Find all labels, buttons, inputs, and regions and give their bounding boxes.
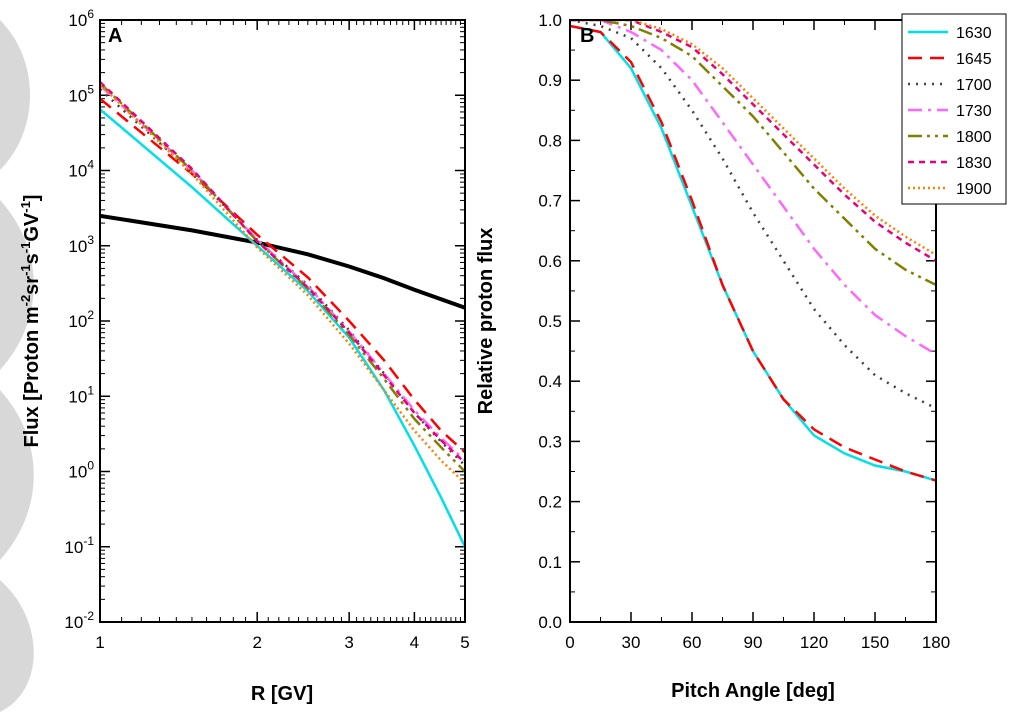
panel-a-series-line-1730 (100, 84, 465, 462)
panel-b-ytick-label: 0.1 (538, 553, 562, 572)
panel-a-ytick-label: 104 (68, 158, 94, 181)
panel-b-tick-labels: 0 30 60 90 120 150 180 0.0 0.1 0.2 0.3 0.4 0.5 0.6 0.7… (538, 11, 950, 652)
panel-a-series-line-1630 (100, 108, 465, 548)
panel-a-xlabel: R [GV] (251, 683, 313, 705)
panel-b-frame (569, 19, 937, 623)
panel-b-xtick-label: 90 (744, 633, 763, 652)
panel-a-xtick-label: 4 (410, 633, 419, 652)
panel-a-series-line-1645 (100, 97, 465, 454)
panel-a-xtick-label: 2 (252, 633, 261, 652)
panel-b-series-line-1800 (570, 20, 936, 287)
panel-b-ytick-label: 0.4 (538, 372, 562, 391)
panel-a-ytick-label: 106 (68, 7, 94, 30)
panel-a-xtick-label: 5 (460, 633, 469, 652)
panel-b-chart: 0 30 60 90 120 150 180 0.0 0.1 0.2 0.3 0.4 0.5 0.6 0.7… (475, 11, 1007, 702)
legend-label-1830: 1830 (956, 155, 992, 172)
panel-b-xtick-label: 150 (861, 633, 889, 652)
panel-b-series-line-1830 (570, 20, 936, 262)
panel-a-ytick-label: 101 (68, 383, 94, 406)
panel-b-xlabel: Pitch Angle [deg] (671, 680, 835, 702)
panel-b-series-line-1900 (570, 20, 936, 256)
panel-a-ytick-label: 102 (68, 308, 94, 331)
panel-a-ylabel: Flux [Proton m-2sr-1s-1GV-1] (18, 195, 43, 448)
legend-label-1645: 1645 (956, 51, 992, 68)
panel-b-label: B (580, 25, 594, 47)
panel-a-series-line-reference (100, 213, 465, 310)
panel-b-ytick-label: 0.0 (538, 613, 562, 632)
panel-b-ytick-label: 0.5 (538, 312, 562, 331)
panel-b-series-line-1645 (570, 24, 936, 482)
legend-label-1630: 1630 (956, 25, 992, 42)
panel-b-ytick-label: 0.7 (538, 192, 562, 211)
panel-b-ytick-label: 0.3 (538, 432, 562, 451)
panel-b-xtick-label: 0 (565, 633, 574, 652)
panel-a-xtick-label: 3 (344, 633, 353, 652)
panel-b-series (570, 20, 936, 482)
legend: 1630 1645 1700 1730 1800 1830 1900 (901, 13, 1007, 205)
legend-label-1800: 1800 (956, 129, 992, 146)
panel-b-ylabel: Relative proton flux (475, 228, 497, 415)
panel-a-frame (99, 19, 466, 623)
panel-b-series-line-1630 (570, 24, 936, 482)
panel-a-ticks (99, 19, 466, 623)
panel-a-ytick-label: 10-2 (64, 609, 94, 632)
panel-a-xtick-label: 1 (95, 633, 104, 652)
panel-a-series-line-1800 (100, 82, 465, 473)
panel-a-series-line-1900 (100, 83, 465, 485)
panel-b-ytick-label: 0.8 (538, 131, 562, 150)
panel-a-ytick-label: 100 (68, 459, 94, 482)
panel-a-chart: 1 2 3 4 5 10-2 10-1 100 101 102 103 104 105 106 A R [… (18, 7, 470, 705)
panel-b-ytick-label: 0.2 (538, 493, 562, 512)
panel-a-ytick-label: 103 (68, 233, 94, 256)
panel-b-xtick-label: 180 (922, 633, 950, 652)
panel-b-series-line-1730 (570, 20, 936, 356)
panel-a-tick-labels: 1 2 3 4 5 10-2 10-1 100 101 102 103 104 105 106 (64, 7, 469, 652)
panel-b-ytick-label: 0.6 (538, 252, 562, 271)
watermark-shapes (0, 20, 34, 712)
panel-b-xtick-label: 30 (622, 633, 641, 652)
panel-a-series (100, 81, 465, 548)
legend-label-1730: 1730 (956, 103, 992, 120)
panel-b-ytick-label: 1.0 (538, 11, 562, 30)
panel-b-ticks (569, 19, 937, 623)
panel-a-ytick-label: 105 (68, 82, 94, 105)
panel-a-label: A (108, 25, 122, 47)
panel-a-series-line-1830 (100, 81, 465, 464)
legend-label-1900: 1900 (956, 181, 992, 198)
panel-b-ytick-label: 0.9 (538, 71, 562, 90)
legend-label-1700: 1700 (956, 77, 992, 94)
panel-b-xtick-label: 120 (800, 633, 828, 652)
panel-a-ytick-label: 10-1 (64, 534, 94, 557)
panel-b-xtick-label: 60 (683, 633, 702, 652)
